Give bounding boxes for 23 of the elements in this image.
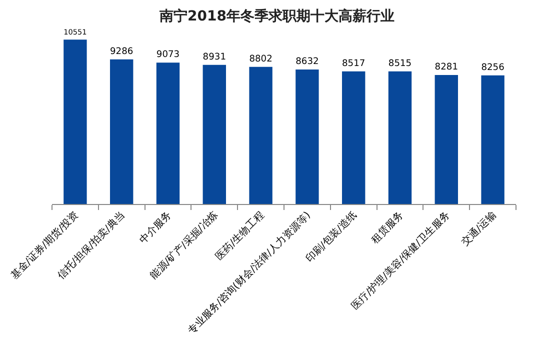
bar	[296, 70, 319, 204]
x-tick-label: 交通/运输	[459, 209, 498, 248]
bar	[481, 75, 504, 204]
bar	[434, 75, 458, 204]
data-label: 8632	[296, 57, 319, 68]
data-label: 8515	[388, 58, 412, 69]
chart-title: 南宁2018年冬季求职期十大高薪行业	[158, 7, 394, 24]
x-tick-label: 中介服务	[136, 209, 174, 246]
data-label: 8256	[481, 62, 505, 73]
data-label: 8802	[249, 54, 272, 64]
data-label: 8281	[434, 62, 458, 73]
bar	[388, 71, 412, 204]
data-label: 9286	[110, 46, 134, 57]
x-tick-label: 租赁服务	[368, 209, 406, 246]
bar	[64, 40, 87, 204]
data-label: 9073	[156, 50, 180, 60]
bar	[110, 59, 134, 204]
bar	[202, 64, 226, 204]
bar	[249, 66, 272, 204]
data-label: 8517	[342, 58, 366, 69]
bar	[156, 62, 180, 204]
bar	[342, 71, 366, 204]
data-label: 8931	[202, 52, 226, 62]
